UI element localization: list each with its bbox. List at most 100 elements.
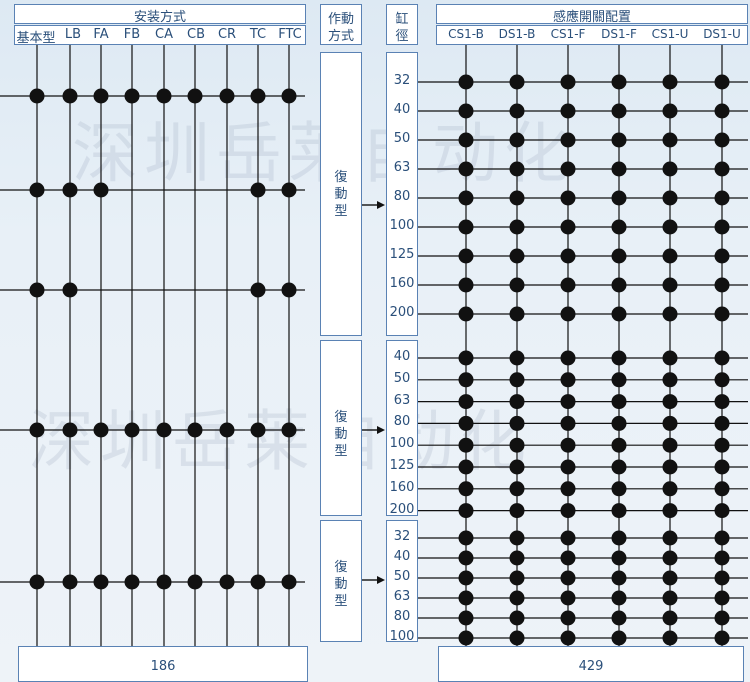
action-type-char: 動 — [334, 187, 348, 202]
mount-dot — [62, 182, 78, 198]
switch-dot — [560, 372, 576, 388]
mount-dot — [29, 422, 45, 438]
switch-dot — [714, 219, 730, 235]
mount-dot — [281, 282, 297, 298]
mount-dot — [124, 422, 140, 438]
mounting-type-label: TC — [249, 27, 267, 42]
switch-dot — [458, 306, 474, 322]
switch-dot — [662, 630, 678, 646]
switch-dot — [509, 481, 525, 497]
switch-dot — [714, 277, 730, 293]
switch-dot — [714, 248, 730, 264]
switch-dot — [560, 415, 576, 431]
mount-dot — [250, 422, 266, 438]
switch-dot — [714, 570, 730, 586]
bore-size-label: 160 — [389, 276, 415, 291]
action-title-line1: 作動 — [327, 12, 354, 27]
bore-size-label: 80 — [393, 414, 411, 430]
switch-dot — [458, 481, 474, 497]
action-box-1 — [320, 52, 362, 336]
mount-dot — [187, 574, 203, 590]
bore-size-label: 63 — [393, 160, 411, 175]
bore-size-label: 40 — [393, 102, 411, 117]
mount-dot — [250, 282, 266, 298]
bore-size-label: 200 — [389, 501, 415, 517]
action-type-char: 型 — [334, 594, 348, 609]
switch-dot — [509, 103, 525, 119]
mounting-type-label: 基本型 — [16, 31, 56, 46]
switch-dot — [560, 437, 576, 453]
action-type-char: 復 — [334, 410, 348, 425]
switch-dot — [458, 248, 474, 264]
switch-dot — [714, 630, 730, 646]
mounting-type-label: CR — [217, 27, 237, 42]
mounting-type-label: CB — [187, 27, 205, 42]
switch-dot — [560, 350, 576, 366]
bore-size-label: 100 — [389, 436, 415, 452]
switch-dot — [458, 350, 474, 366]
mount-dot — [62, 282, 78, 298]
switch-dot — [611, 248, 627, 264]
switch-dot — [611, 132, 627, 148]
bore-size-label: 40 — [393, 549, 411, 564]
footer-left-box: 186 — [18, 646, 308, 682]
switch-dot — [611, 394, 627, 410]
switch-dot — [458, 415, 474, 431]
action-type-char: 型 — [334, 444, 348, 459]
bore-size-label: 40 — [393, 349, 411, 364]
action-type-char: 動 — [334, 427, 348, 442]
bore-size-label: 63 — [393, 589, 411, 604]
mount-dot — [29, 282, 45, 298]
bore-size-label: 63 — [393, 392, 411, 408]
mount-dot — [219, 574, 235, 590]
switch-dot — [611, 277, 627, 293]
mount-dot — [281, 574, 297, 590]
switch-dot — [458, 630, 474, 646]
switch-dot — [458, 103, 474, 119]
mount-dot — [29, 88, 45, 104]
bore-size-label: 125 — [389, 247, 415, 262]
switch-dot — [509, 190, 525, 206]
bore-box-1 — [386, 52, 418, 336]
action-type-char: 復 — [334, 560, 348, 575]
bore-size-label: 160 — [389, 479, 415, 495]
mount-dot — [93, 422, 109, 438]
switch-dot — [662, 219, 678, 235]
switch-dot — [560, 530, 576, 546]
switch-dot — [560, 630, 576, 646]
switch-dot — [662, 248, 678, 264]
switch-dot — [458, 610, 474, 626]
mount-dot — [156, 574, 172, 590]
bore-size-label: 32 — [393, 73, 411, 88]
switch-dot — [509, 74, 525, 90]
action-arrow-head — [377, 201, 385, 209]
action-arrow-head — [377, 576, 385, 584]
mounting-type-label: FA — [93, 27, 109, 42]
switch-dot — [509, 372, 525, 388]
action-type-char: 復 — [334, 170, 348, 185]
mount-dot — [281, 182, 297, 198]
switch-dot — [662, 190, 678, 206]
switch-dot — [714, 503, 730, 519]
switch-dot — [662, 415, 678, 431]
switch-dot — [560, 503, 576, 519]
mount-dot — [250, 182, 266, 198]
switch-dot — [509, 570, 525, 586]
bore-size-label: 80 — [393, 609, 411, 624]
mount-dot — [219, 422, 235, 438]
mount-dot — [281, 422, 297, 438]
switch-dot — [611, 350, 627, 366]
switch-dot — [458, 530, 474, 546]
bore-size-label: 100 — [389, 218, 415, 233]
footer-right-value: 429 — [578, 659, 604, 674]
switch-dot — [611, 306, 627, 322]
switch-dot — [560, 161, 576, 177]
switch-dot — [560, 74, 576, 90]
switch-dot — [714, 372, 730, 388]
switch-dot — [714, 415, 730, 431]
switch-dot — [560, 248, 576, 264]
footer-left-value: 186 — [150, 659, 176, 674]
switch-dot — [611, 630, 627, 646]
switch-dot — [662, 277, 678, 293]
